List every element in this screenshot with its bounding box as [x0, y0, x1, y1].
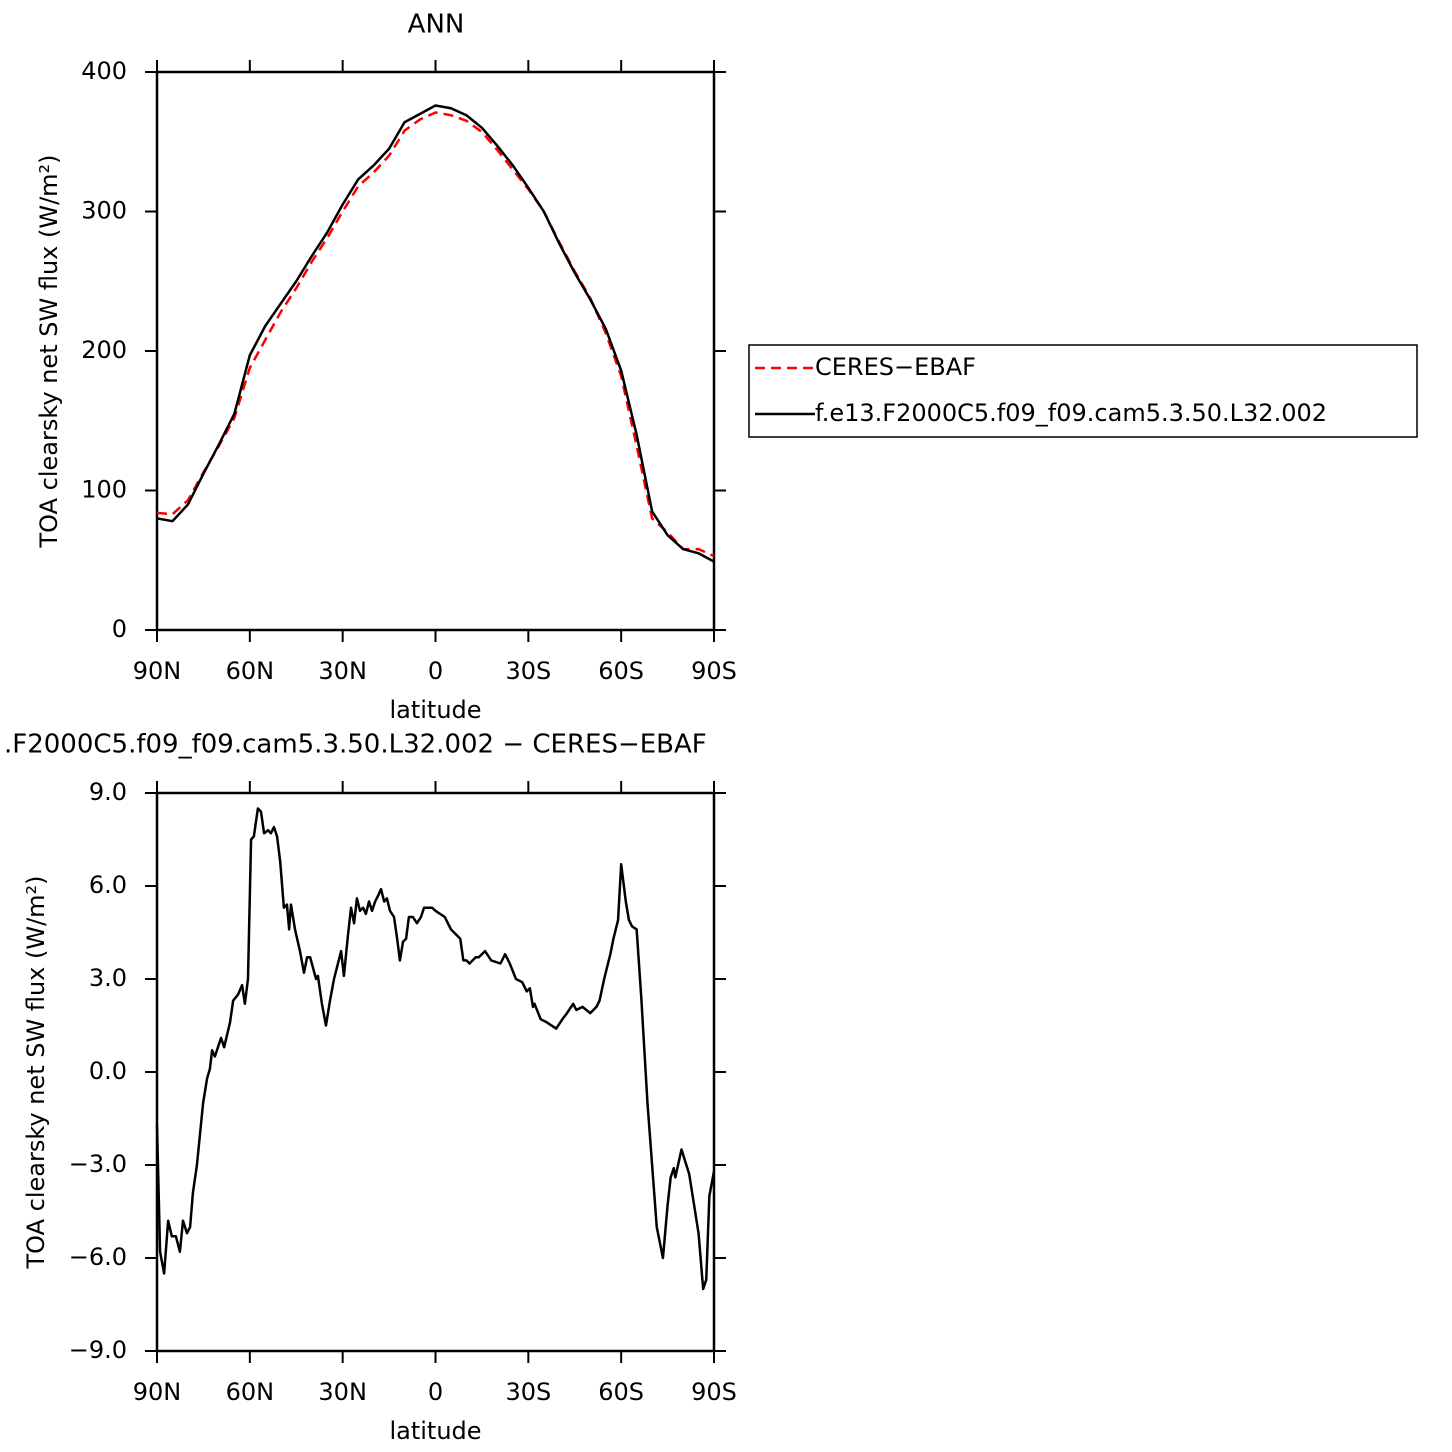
legend-label: CERES−EBAF	[815, 353, 976, 381]
x-tick-label: 0	[428, 657, 443, 685]
plot-frame	[155, 70, 716, 632]
y-tick-label: 0	[112, 615, 127, 643]
y-tick-label: 3.0	[89, 964, 127, 992]
legend-label: f.e13.F2000C5.f09_f09.cam5.3.50.L32.002	[815, 399, 1327, 427]
y-axis-label: TOA clearsky net SW flux (W/m²)	[35, 154, 63, 548]
x-tick-label: 90S	[691, 657, 737, 685]
y-tick-label: −6.0	[69, 1243, 127, 1271]
x-tick-label: 60S	[598, 1378, 644, 1406]
y-tick-label: 300	[81, 197, 127, 225]
chart-title: ANN	[408, 10, 465, 40]
x-tick-label: 0	[428, 1378, 443, 1406]
x-tick-label: 90N	[133, 657, 182, 685]
y-tick-label: 0.0	[89, 1057, 127, 1085]
data-line	[156, 111, 715, 558]
x-tick-label: 30S	[505, 657, 551, 685]
x-tick-label: 30N	[318, 657, 367, 685]
y-axis-label: TOA clearsky net SW flux (W/m²)	[22, 875, 50, 1269]
y-tick-label: 9.0	[89, 778, 127, 806]
y-tick-label: 100	[81, 476, 127, 504]
y-tick-label: 200	[81, 336, 127, 364]
legend-box	[748, 344, 1418, 438]
x-tick-label: 90N	[133, 1378, 182, 1406]
x-tick-label: 30N	[318, 1378, 367, 1406]
chart-title: .F2000C5.f09_f09.cam5.3.50.L32.002 − CER…	[4, 730, 707, 760]
data-line	[155, 807, 716, 1291]
y-tick-label: 6.0	[89, 871, 127, 899]
data-line	[156, 104, 715, 563]
x-tick-label: 30S	[505, 1378, 551, 1406]
y-tick-label: −3.0	[69, 1150, 127, 1178]
y-tick-label: 400	[81, 57, 127, 85]
x-tick-label: 90S	[691, 1378, 737, 1406]
x-tick-label: 60S	[598, 657, 644, 685]
x-axis-label: latitude	[389, 1417, 481, 1445]
x-tick-label: 60N	[226, 1378, 275, 1406]
y-tick-label: −9.0	[69, 1336, 127, 1364]
plot-frame	[155, 791, 716, 1353]
x-tick-label: 60N	[226, 657, 275, 685]
x-axis-label: latitude	[389, 696, 481, 724]
